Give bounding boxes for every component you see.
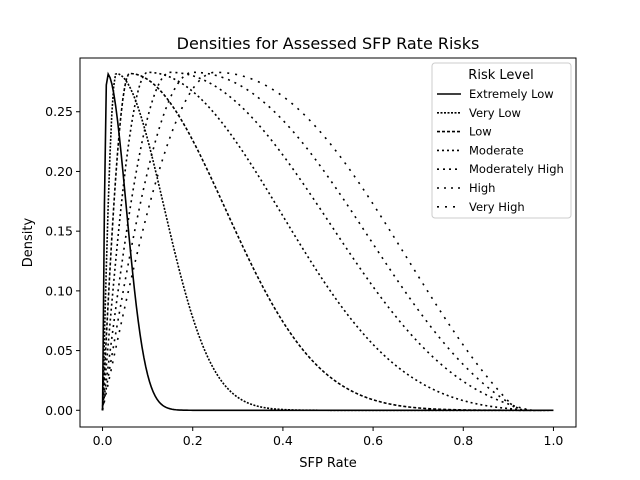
series-line-moderately-high <box>101 71 532 412</box>
legend-items: Extremely Low Very Low Low Moderate Moderate… <box>437 87 564 214</box>
x-tick-label: 0.2 <box>183 433 203 448</box>
y-axis-label: Density <box>21 217 36 267</box>
plot-curves <box>101 71 554 412</box>
x-tick-label: 0.8 <box>453 433 473 448</box>
y-axis: 0.00 0.05 0.10 0.15 0.20 0.25 <box>45 104 80 418</box>
chart-title: Densities for Assessed SFP Rate Risks <box>177 34 480 53</box>
y-tick-label: 0.10 <box>45 283 73 298</box>
legend-label-high: High <box>469 181 495 195</box>
legend-label-very-high: Very High <box>469 200 525 214</box>
x-tick-label: 0.6 <box>363 433 383 448</box>
legend-label-moderately-high: Moderately High <box>469 162 564 176</box>
x-tick-label: 0.0 <box>93 433 113 448</box>
x-axis-label: SFP Rate <box>299 456 357 471</box>
y-tick-label: 0.05 <box>45 343 73 358</box>
y-tick-label: 0.00 <box>45 403 73 418</box>
legend-label-moderate: Moderate <box>469 143 524 157</box>
series-line-low <box>101 72 545 412</box>
series-line-very-high <box>101 71 518 411</box>
legend-title: Risk Level <box>468 68 533 83</box>
plot-frame <box>79 57 577 428</box>
legend-label-extremely-low: Extremely Low <box>469 87 554 101</box>
series-line-moderate <box>101 71 536 412</box>
legend: Risk Level Extremely Low Very Low Low Moder… <box>431 62 572 219</box>
y-tick-label: 0.25 <box>45 104 73 119</box>
x-tick-label: 1.0 <box>544 433 564 448</box>
y-tick-label: 0.20 <box>45 164 73 179</box>
legend-box <box>431 62 572 219</box>
x-axis: 0.0 0.2 0.4 0.6 0.8 1.0 <box>93 427 564 448</box>
legend-label-low: Low <box>469 125 492 139</box>
x-tick-label: 0.4 <box>273 433 293 448</box>
y-tick-label: 0.15 <box>45 224 73 239</box>
legend-label-very-low: Very Low <box>469 106 521 120</box>
